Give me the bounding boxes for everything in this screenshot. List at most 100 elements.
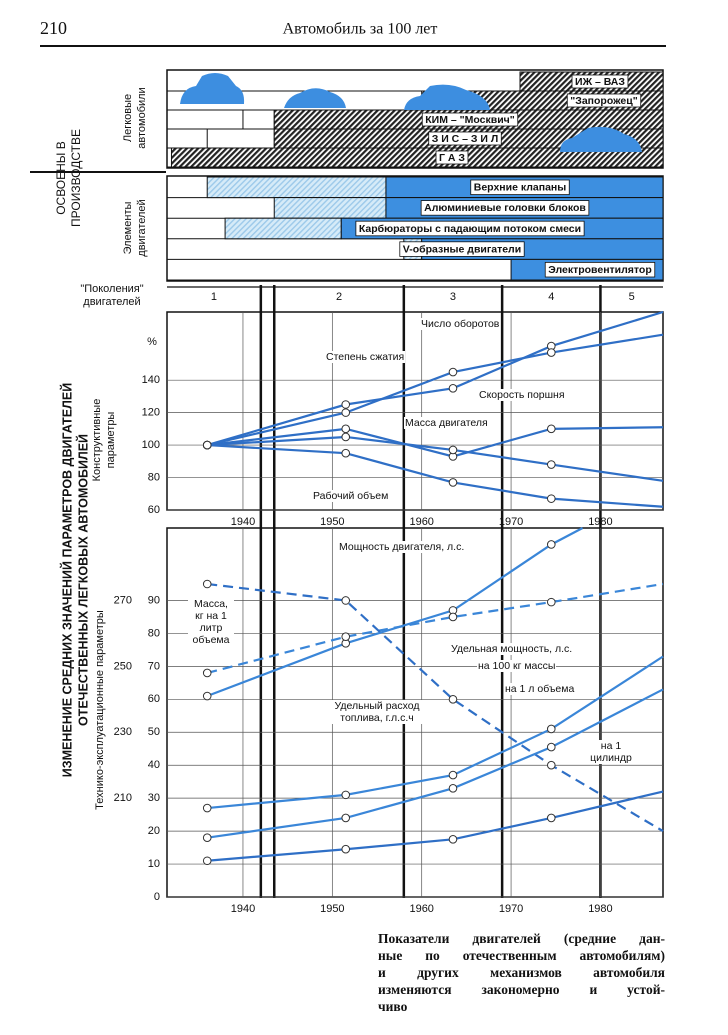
y-tick-label: 10 xyxy=(148,858,160,870)
point-marker xyxy=(546,540,556,549)
x-tick-label: 1950 xyxy=(320,516,344,528)
point-marker xyxy=(341,813,351,823)
label-box xyxy=(420,200,590,216)
y-tick-label: 80 xyxy=(148,471,160,483)
row-label: "Запорожец" xyxy=(570,95,637,107)
caption-line: и других механизмов автомобиля xyxy=(378,965,665,980)
pilot-bar xyxy=(224,217,342,240)
point-marker xyxy=(546,724,556,734)
caption-line: изменяются закономерно и устой- xyxy=(378,982,665,997)
row-label: ИЖ – ВАЗ xyxy=(575,76,625,88)
running-title: Автомобиль за 100 лет xyxy=(283,21,438,38)
point-marker xyxy=(546,460,556,469)
y2-tick-label: 270 xyxy=(114,594,132,606)
point-marker xyxy=(341,632,351,642)
point-marker xyxy=(341,408,351,417)
x-tick-label: 1980 xyxy=(588,516,612,528)
side-label: двигателей xyxy=(83,296,140,308)
side-label: Конструктивные xyxy=(91,399,103,482)
series-label: Рабочий объем xyxy=(312,490,390,502)
y-tick-label: 30 xyxy=(148,792,160,804)
point-marker xyxy=(202,803,212,813)
side-label: Технико-эксплуатационные параметры xyxy=(94,610,106,810)
series-line xyxy=(207,435,664,482)
y-tick-label: 100 xyxy=(142,439,160,451)
row-label: Алюминиевые головки блоков xyxy=(424,202,586,214)
side-label: ОСВОЕНЫ В xyxy=(54,141,68,215)
side-label: параметры xyxy=(105,412,117,469)
point-marker xyxy=(546,348,556,357)
side-label: автомобили xyxy=(136,87,148,148)
point-marker xyxy=(546,597,556,607)
side-label: "Поколения" xyxy=(80,283,143,295)
side-label: ИЗМЕНЕНИЕ СРЕДНИХ ЗНАЧЕНИЙ ПАРАМЕТРОВ ДВ… xyxy=(59,383,74,777)
label-box xyxy=(566,93,642,108)
series-label: Число оборотов xyxy=(420,318,501,330)
caption-line: ные по отечественным автомобилям) xyxy=(378,948,665,963)
page-number: 210 xyxy=(40,18,67,38)
row-label: Карбюраторы с падающим потоком смеси xyxy=(359,223,581,235)
generation-label: 1 xyxy=(211,291,217,303)
pilot-bar xyxy=(206,176,387,199)
y-tick-label: 40 xyxy=(148,759,160,771)
label-box xyxy=(399,241,525,257)
point-marker xyxy=(202,668,212,678)
point-marker xyxy=(448,445,458,455)
y2-tick-label: 210 xyxy=(114,792,132,804)
row-label: V-образные двигатели xyxy=(403,243,521,255)
series-line xyxy=(207,443,664,508)
row-label: З И С – З И Л xyxy=(432,133,499,145)
point-marker xyxy=(448,835,458,844)
y-tick-label: 0 xyxy=(154,891,160,903)
point-marker xyxy=(202,856,212,866)
point-marker xyxy=(448,367,458,377)
series-line xyxy=(206,582,664,675)
point-marker xyxy=(202,691,212,701)
side-label: Легковые xyxy=(122,94,134,142)
caption-line: чиво xyxy=(378,999,408,1014)
y-tick-label: 140 xyxy=(142,374,160,386)
car-icon xyxy=(404,84,490,110)
y-tick-label: 90 xyxy=(148,594,160,606)
annotation: Удельная мощность, л.с. xyxy=(450,643,574,655)
point-marker xyxy=(546,494,556,503)
point-marker xyxy=(341,400,351,409)
series-label: Степень сжатия xyxy=(325,351,406,363)
x-tick-label: 1940 xyxy=(231,516,255,528)
series-label: Масса, кг на 1 литр объема xyxy=(188,598,234,646)
point-marker xyxy=(341,424,351,434)
caption: Показатели двигателей (средние дан-ные п… xyxy=(378,930,665,1015)
point-marker xyxy=(448,383,458,393)
y-tick-label: 120 xyxy=(142,407,160,419)
car-illustrations xyxy=(180,73,642,152)
point-marker xyxy=(202,440,212,450)
pilot-bar xyxy=(242,109,275,130)
y-tick-label: 20 xyxy=(148,825,160,837)
series-label: Скорость поршня xyxy=(478,389,566,401)
x-tick-label: 1970 xyxy=(499,516,523,528)
y-unit: % xyxy=(147,336,157,348)
point-marker xyxy=(546,742,556,752)
point-marker xyxy=(341,790,351,800)
point-marker xyxy=(341,448,351,458)
point-marker xyxy=(448,770,458,780)
caption-line: Показатели двигателей (средние дан- xyxy=(378,931,665,946)
y-tick-label: 70 xyxy=(148,660,160,672)
point-marker xyxy=(202,579,212,589)
series-label: на 100 кг массы xyxy=(477,660,557,672)
row-label: КИМ – "Москвич" xyxy=(425,114,514,126)
point-marker xyxy=(341,432,351,442)
series-label: Мощность двигателя, л.с. xyxy=(338,541,466,553)
side-label: ОТЕЧЕСТВЕННЫХ ЛЕГКОВЫХ АВТОМОБИЛЕЙ xyxy=(75,434,90,726)
series-label: на 1 цилиндр xyxy=(586,740,636,764)
series-label: Удельный расход топлива, г.л.с.ч xyxy=(330,700,424,724)
car-icon xyxy=(180,73,245,104)
point-marker xyxy=(546,813,556,823)
point-marker xyxy=(546,424,556,434)
generation-label: 3 xyxy=(450,291,456,303)
plot-frame xyxy=(166,311,664,511)
series-label: Масса двигателя xyxy=(404,417,489,429)
label-box xyxy=(421,112,519,127)
